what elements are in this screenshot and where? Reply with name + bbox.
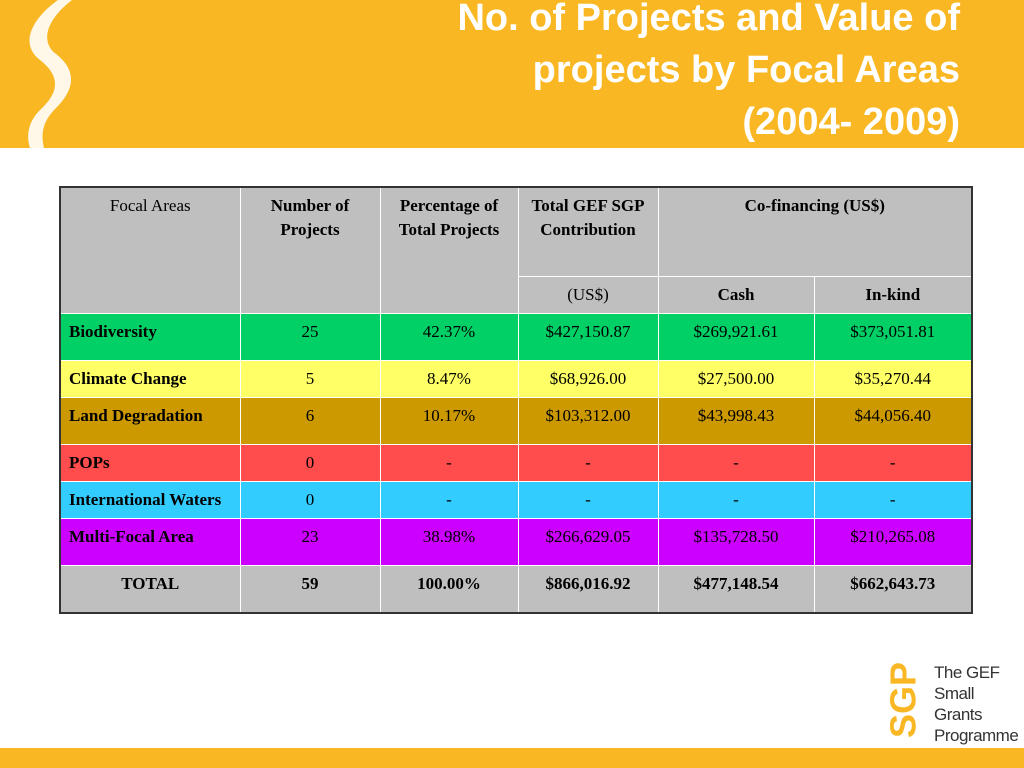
table-row-total: TOTAL 59 100.00% $866,016.92 $477,148.54… xyxy=(59,565,973,614)
sgp-logo-mark: SGP xyxy=(884,662,924,738)
sgp-logo-text: The GEF Small Grants Programme xyxy=(934,662,1019,746)
header-cash: Cash xyxy=(657,276,815,314)
logo-line-2: Small Grants xyxy=(934,684,983,724)
title-line-1: No. of Projects and Value of xyxy=(457,0,960,39)
cell-gef: - xyxy=(517,481,659,519)
header-total-gef: Total GEF SGP Contribution xyxy=(517,186,659,277)
cell-percent: 10.17% xyxy=(379,397,519,445)
header-number-of-projects: Number of Projects xyxy=(239,186,381,314)
cell-cash: $135,728.50 xyxy=(657,518,815,566)
page-title: No. of Projects and Value of projects by… xyxy=(260,0,960,148)
header-total-gef-unit: (US$) xyxy=(517,276,659,314)
footer-bar xyxy=(0,748,1024,768)
cell-gef: $427,150.87 xyxy=(517,313,659,361)
cell-gef: $103,312.00 xyxy=(517,397,659,445)
sgp-logo: SGP The GEF Small Grants Programme xyxy=(884,660,1019,745)
header-cofinancing: Co-financing (US$) xyxy=(657,186,973,277)
table-row-multi-focal-area: Multi-Focal Area 23 38.98% $266,629.05 $… xyxy=(59,518,973,566)
focal-areas-table: Focal Areas Number of Projects Percentag… xyxy=(59,186,973,614)
cell-area: International Waters xyxy=(59,481,241,519)
cell-gef: - xyxy=(517,444,659,482)
table-row-biodiversity: Biodiversity 25 42.37% $427,150.87 $269,… xyxy=(59,313,973,361)
swoosh-decoration xyxy=(28,0,72,148)
cell-gef: $266,629.05 xyxy=(517,518,659,566)
cell-gef: $68,926.00 xyxy=(517,360,659,398)
cell-projects: 5 xyxy=(239,360,381,398)
cell-inkind: $35,270.44 xyxy=(813,360,973,398)
table-subheader-row: (US$) Cash In-kind xyxy=(60,276,973,314)
cell-cash: $477,148.54 xyxy=(657,565,815,614)
cell-percent: 100.00% xyxy=(379,565,519,614)
header-focal-areas: Focal Areas xyxy=(59,186,241,314)
table-row-climate-change: Climate Change 5 8.47% $68,926.00 $27,50… xyxy=(59,360,973,398)
cell-cash: $27,500.00 xyxy=(657,360,815,398)
cell-inkind: $373,051.81 xyxy=(813,313,973,361)
title-line-2: projects by Focal Areas xyxy=(532,49,960,91)
cell-area: Biodiversity xyxy=(59,313,241,361)
cell-percent: - xyxy=(379,444,519,482)
title-banner: No. of Projects and Value of projects by… xyxy=(0,0,1024,148)
cell-inkind: - xyxy=(813,444,973,482)
cell-projects: 0 xyxy=(239,481,381,519)
cell-projects: 23 xyxy=(239,518,381,566)
cell-inkind: $44,056.40 xyxy=(813,397,973,445)
cell-cash: $269,921.61 xyxy=(657,313,815,361)
cell-inkind: $662,643.73 xyxy=(813,565,973,614)
cell-projects: 0 xyxy=(239,444,381,482)
cell-area: Climate Change xyxy=(59,360,241,398)
cell-percent: 38.98% xyxy=(379,518,519,566)
focal-areas-table-container: Focal Areas Number of Projects Percentag… xyxy=(59,186,973,614)
cell-percent: 42.37% xyxy=(379,313,519,361)
cell-cash: $43,998.43 xyxy=(657,397,815,445)
sgp-logo-letters: SGP xyxy=(884,662,924,738)
cell-projects: 59 xyxy=(239,565,381,614)
cell-area: POPs xyxy=(59,444,241,482)
cell-percent: - xyxy=(379,481,519,519)
header-percentage: Percentage of Total Projects xyxy=(379,186,519,314)
cell-area: TOTAL xyxy=(59,565,241,614)
cell-area: Land Degradation xyxy=(59,397,241,445)
cell-gef: $866,016.92 xyxy=(517,565,659,614)
table-header-row: Focal Areas Number of Projects Percentag… xyxy=(59,186,973,314)
cell-inkind: $210,265.08 xyxy=(813,518,973,566)
cell-percent: 8.47% xyxy=(379,360,519,398)
table-row-pops: POPs 0 - - - - xyxy=(59,444,973,482)
logo-line-1: The GEF xyxy=(934,663,1000,682)
title-line-3: (2004- 2009) xyxy=(742,101,960,143)
cell-inkind: - xyxy=(813,481,973,519)
header-inkind: In-kind xyxy=(813,276,973,314)
logo-line-3: Programme xyxy=(934,726,1019,745)
cell-cash: - xyxy=(657,481,815,519)
table-row-international-waters: International Waters 0 - - - - xyxy=(59,481,973,519)
table-row-land-degradation: Land Degradation 6 10.17% $103,312.00 $4… xyxy=(59,397,973,445)
cell-projects: 6 xyxy=(239,397,381,445)
cell-area: Multi-Focal Area xyxy=(59,518,241,566)
cell-cash: - xyxy=(657,444,815,482)
cell-projects: 25 xyxy=(239,313,381,361)
